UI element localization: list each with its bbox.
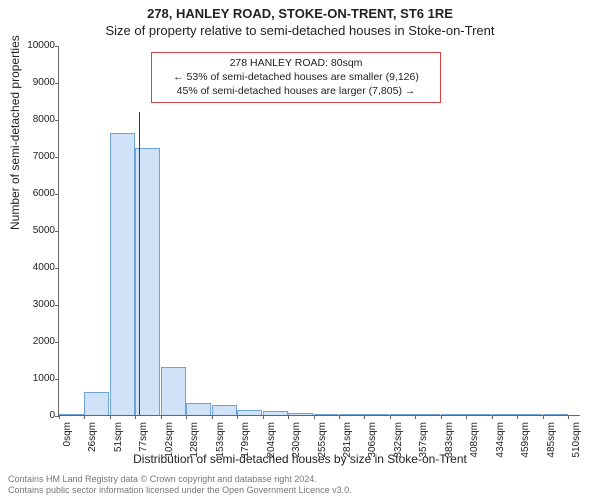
x-tick-mark: [517, 415, 518, 419]
x-tick-label: 77sqm: [138, 422, 149, 452]
x-tick-mark: [110, 415, 111, 419]
x-tick-label: 0sqm: [62, 422, 73, 446]
footer-line2: Contains public sector information licen…: [8, 485, 352, 496]
y-tick-mark: [55, 231, 59, 232]
x-tick-mark: [212, 415, 213, 419]
x-tick-mark: [59, 415, 60, 419]
page-title-address: 278, HANLEY ROAD, STOKE-ON-TRENT, ST6 1R…: [0, 0, 600, 21]
y-tick-label: 3000: [15, 300, 55, 310]
histogram-bar: [415, 414, 440, 415]
y-tick-label: 2000: [15, 337, 55, 347]
info-line-address: 278 HANLEY ROAD: 80sqm: [158, 56, 434, 70]
x-tick-mark: [135, 415, 136, 419]
histogram-bar: [110, 133, 135, 415]
x-tick-label: 26sqm: [87, 422, 98, 452]
x-tick-mark: [263, 415, 264, 419]
x-tick-mark: [390, 415, 391, 419]
histogram-bar: [212, 405, 237, 415]
x-tick-mark: [237, 415, 238, 419]
y-tick-mark: [55, 342, 59, 343]
y-tick-mark: [55, 46, 59, 47]
y-tick-mark: [55, 157, 59, 158]
y-tick-mark: [55, 194, 59, 195]
x-tick-mark: [161, 415, 162, 419]
histogram-chart: 0100020003000400050006000700080009000100…: [58, 46, 580, 416]
y-tick-label: 0: [15, 411, 55, 421]
x-tick-mark: [84, 415, 85, 419]
x-tick-mark: [314, 415, 315, 419]
y-tick-label: 9000: [15, 78, 55, 88]
histogram-bar: [263, 411, 288, 415]
y-tick-mark: [55, 379, 59, 380]
histogram-bar: [390, 414, 415, 415]
histogram-bar: [288, 413, 313, 415]
histogram-bar: [364, 414, 389, 415]
page-subtitle: Size of property relative to semi-detach…: [0, 21, 600, 42]
info-line-larger: 45% of semi-detached houses are larger (…: [158, 84, 434, 98]
footer-line1: Contains HM Land Registry data © Crown c…: [8, 474, 352, 485]
x-tick-mark: [288, 415, 289, 419]
x-tick-mark: [186, 415, 187, 419]
x-tick-mark: [364, 415, 365, 419]
property-info-box: 278 HANLEY ROAD: 80sqm ← 53% of semi-det…: [151, 52, 441, 103]
y-tick-mark: [55, 120, 59, 121]
y-tick-label: 1000: [15, 374, 55, 384]
histogram-bar: [492, 414, 517, 415]
y-tick-mark: [55, 268, 59, 269]
x-tick-mark: [568, 415, 569, 419]
histogram-bar: [237, 410, 262, 415]
footer-attribution: Contains HM Land Registry data © Crown c…: [8, 474, 352, 496]
y-axis-label: Number of semi-detached properties: [8, 35, 22, 230]
histogram-bar: [517, 414, 542, 415]
y-tick-mark: [55, 305, 59, 306]
x-tick-label: 51sqm: [113, 422, 124, 452]
property-marker-line: [139, 112, 140, 415]
x-axis-label: Distribution of semi-detached houses by …: [0, 452, 600, 466]
histogram-bar: [543, 414, 568, 415]
y-tick-label: 6000: [15, 189, 55, 199]
histogram-bar: [59, 414, 84, 415]
plot-area: 0100020003000400050006000700080009000100…: [58, 46, 580, 416]
histogram-bar: [441, 414, 466, 415]
x-tick-mark: [339, 415, 340, 419]
y-tick-label: 7000: [15, 152, 55, 162]
y-tick-label: 10000: [15, 41, 55, 51]
y-tick-label: 5000: [15, 226, 55, 236]
histogram-bar: [314, 414, 339, 415]
y-tick-mark: [55, 83, 59, 84]
x-tick-mark: [492, 415, 493, 419]
histogram-bar: [84, 392, 109, 415]
y-tick-label: 8000: [15, 115, 55, 125]
histogram-bar: [339, 414, 364, 415]
x-tick-mark: [466, 415, 467, 419]
histogram-bar: [161, 367, 186, 415]
x-tick-mark: [543, 415, 544, 419]
x-tick-mark: [415, 415, 416, 419]
info-line-smaller: ← 53% of semi-detached houses are smalle…: [158, 70, 434, 84]
y-tick-label: 4000: [15, 263, 55, 273]
histogram-bar: [186, 403, 211, 415]
histogram-bar: [466, 414, 491, 415]
x-tick-mark: [441, 415, 442, 419]
